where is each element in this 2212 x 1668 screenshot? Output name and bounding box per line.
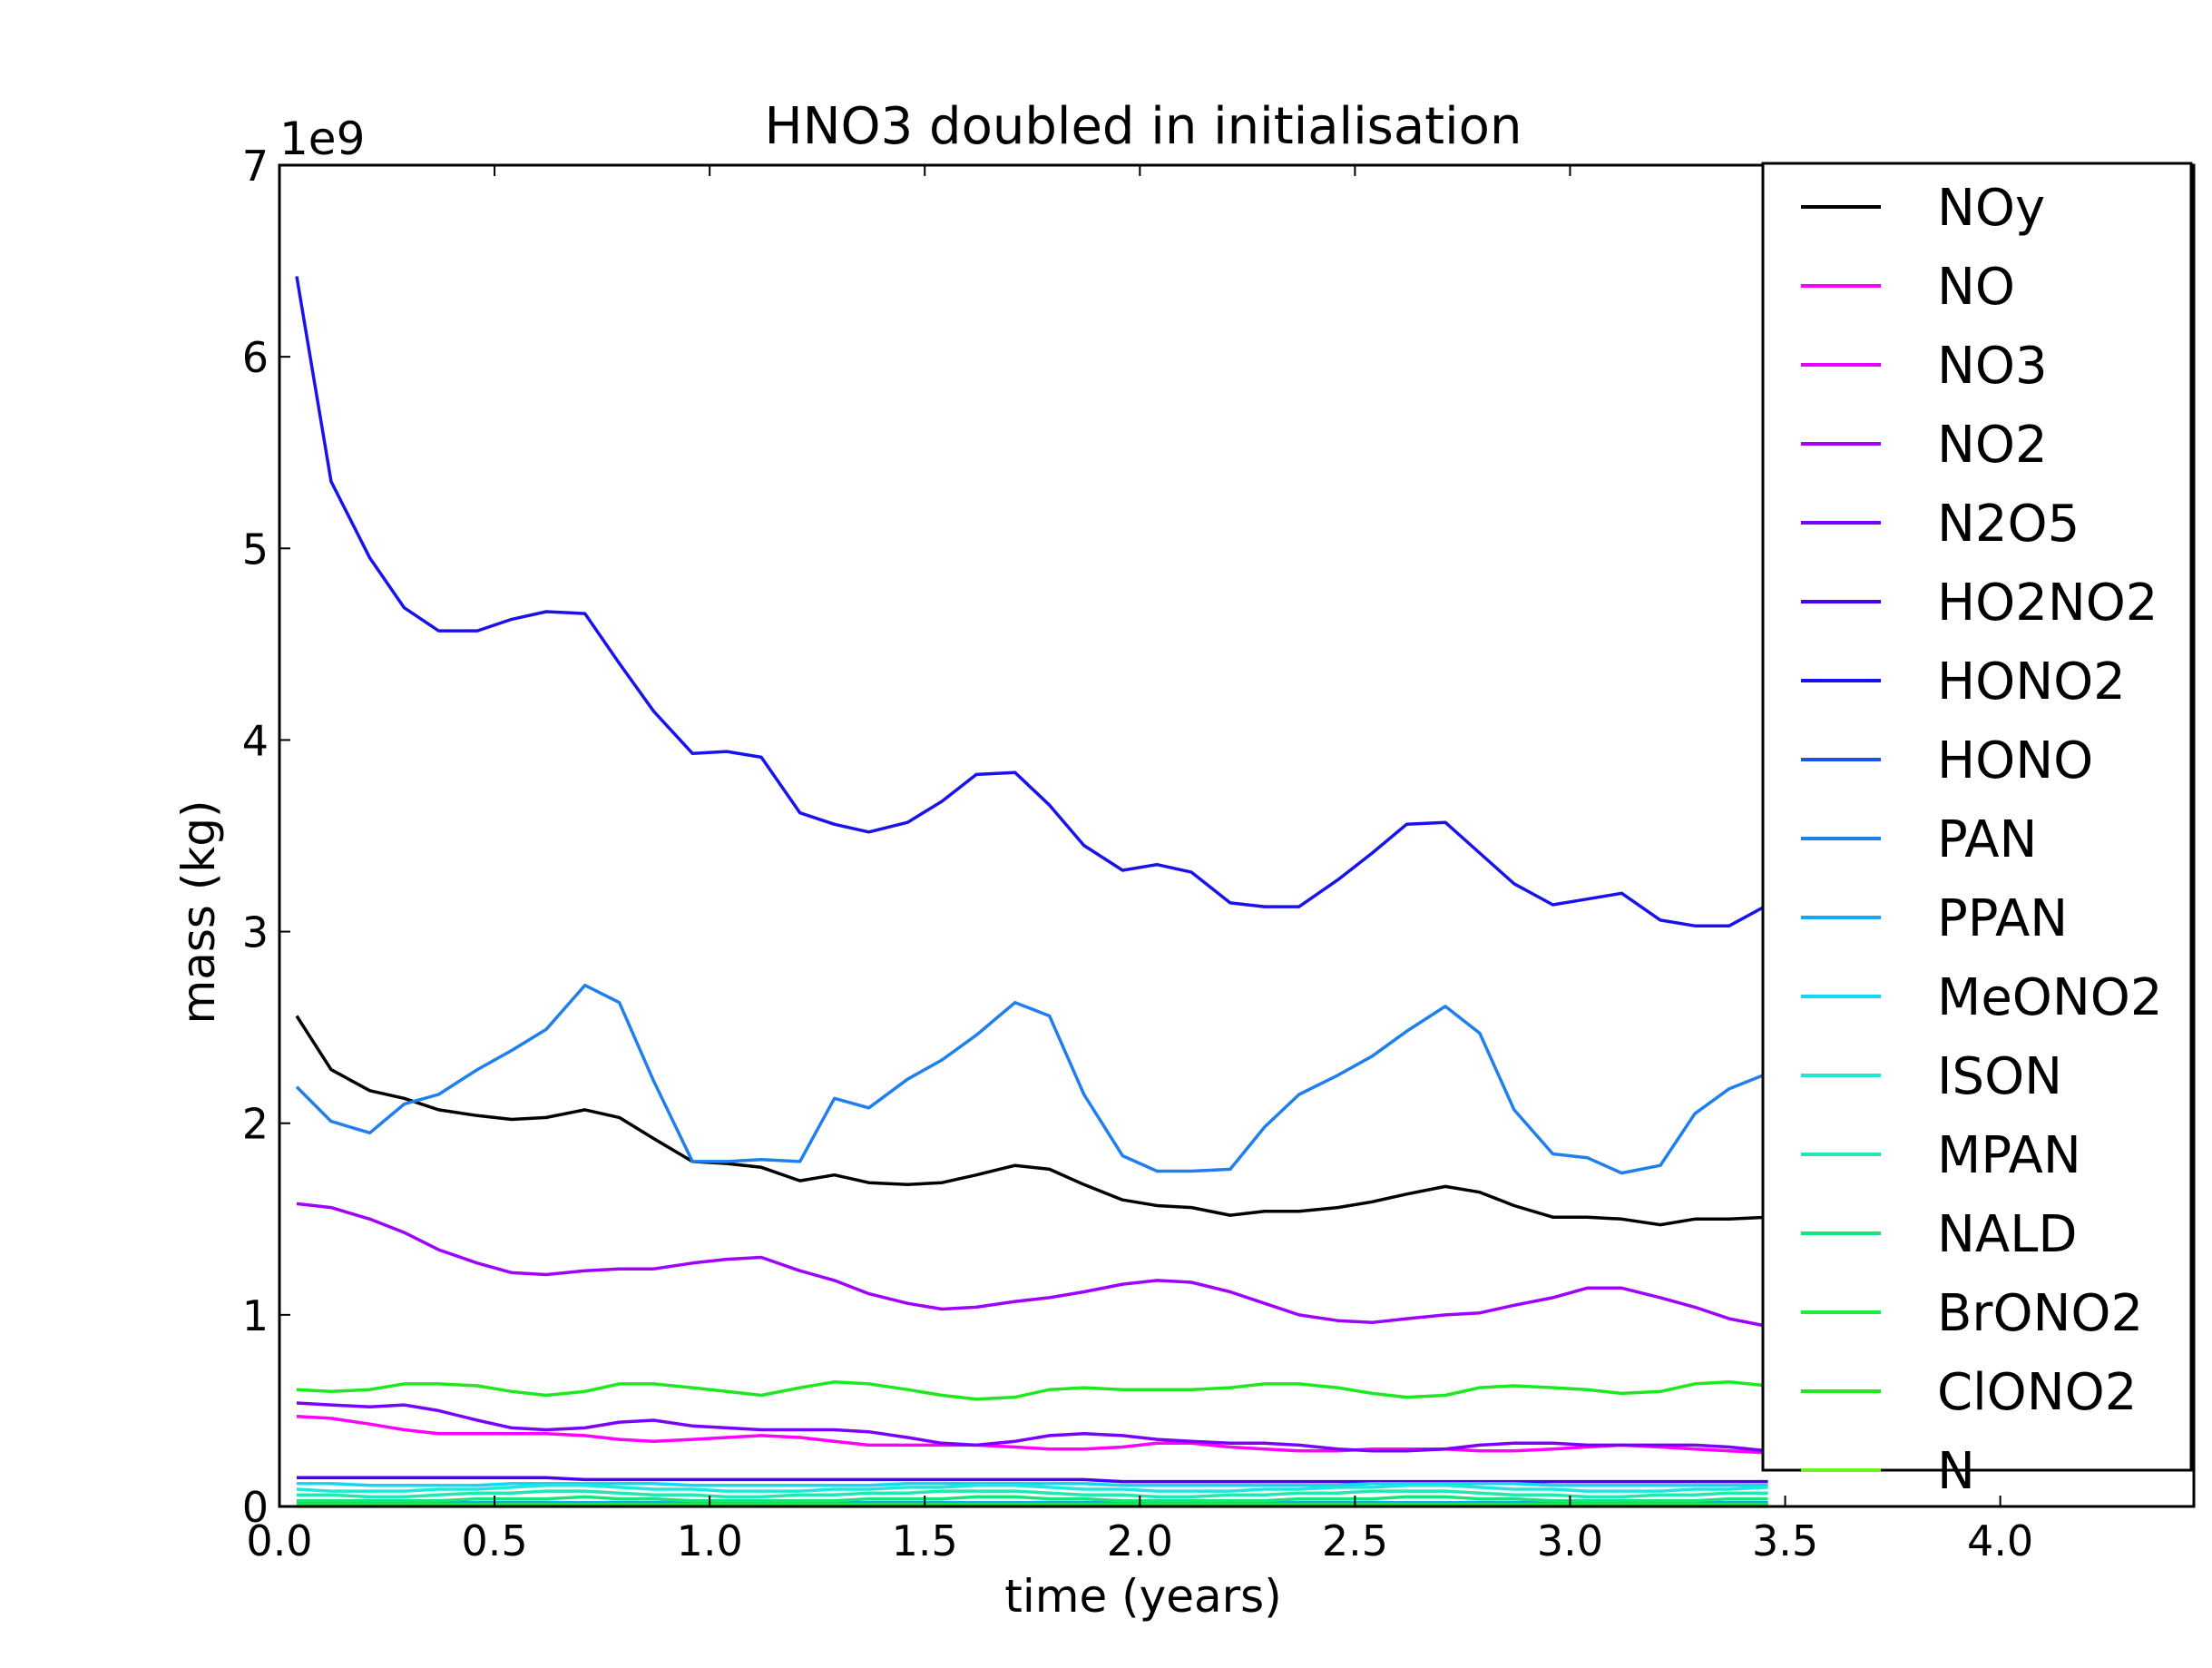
ticks-layer: 0.0 0.5 1.0 1.5 2.0 2.5 3.0 3.5 4.0 0 1 2 3 4 5 6 7 [242,142,2194,1565]
plot-frame [278,163,2196,1508]
legend-label-ppan: PPAN [1937,889,2068,948]
y-tick-label: 3 [242,908,269,957]
x-tick-label: 3.5 [1752,1516,1818,1565]
y-tick-label: 5 [242,525,269,574]
x-tick-label: 2.0 [1107,1516,1173,1565]
legend-label-no: NO [1937,258,2015,317]
series-line-ho2no2 [297,1476,1768,1484]
y-axis-multiplier: 1e9 [279,113,365,165]
series-line-noy [295,1015,1768,1227]
series-line-pan [295,983,1769,1175]
legend-label-no3: NO3 [1937,337,2048,396]
y-tick-label: 2 [242,1100,269,1149]
y-tick-label: 6 [242,333,269,382]
y-tick-label: 0 [242,1483,269,1532]
legend-label-meono2: MeONO2 [1937,968,2162,1027]
y-axis-label: mass (kg) [172,800,225,1024]
x-tick-label: 2.5 [1322,1516,1388,1565]
x-tick-label: 4.0 [1967,1516,2033,1565]
y-tick-label: 4 [242,716,269,765]
legend-label-brono2: BrONO2 [1937,1284,2143,1343]
legend-label-nald: NALD [1937,1205,2078,1264]
series-line-mpan [297,1489,1768,1499]
legend-label-hono2: HONO2 [1937,652,2126,711]
legend-label-mpan: MPAN [1937,1126,2081,1185]
y-tick-label: 7 [242,142,269,191]
legend-label-ison: ISON [1937,1047,2062,1106]
x-tick-label: 0.5 [462,1516,528,1565]
series-line-ison [296,1484,1768,1493]
series-line-clono2 [296,1380,1768,1401]
legend-label-noy: NOy [1937,179,2045,238]
legend-label-n2o5: N2O5 [1937,495,2080,554]
series-line-no2 [296,1202,1768,1329]
series-line-no [296,1415,1768,1455]
legend-label-no2: NO2 [1937,416,2048,475]
legend-label-clono2: ClONO2 [1937,1363,2137,1422]
series-layer [295,276,1769,1508]
legend-label-ho2no2: HO2NO2 [1937,574,2158,633]
series-line-n2o5 [296,1401,1768,1453]
chart-title: HNO3 doubled in initialisation [765,97,1522,156]
legend-label-n: N [1937,1442,1975,1501]
x-tick-label: 0.0 [246,1516,312,1565]
y-tick-label: 1 [242,1291,269,1340]
legend-box [1761,162,2193,1472]
x-tick-label: 3.0 [1537,1516,1603,1565]
legend-label-pan: PAN [1937,810,2037,869]
x-tick-label: 1.0 [677,1516,743,1565]
legend-label-hono: HONO [1937,731,2093,790]
x-axis-label: time (years) [1004,1570,1281,1623]
series-line-meono2 [297,1481,1768,1487]
legend: NOy NO NO3 NO2 N2O5 HO2NO2 HONO2 HONO PAN PPAN MeO… [1761,162,2193,1501]
x-tick-label: 1.5 [892,1516,958,1565]
legend-items: NOy NO NO3 NO2 N2O5 HO2NO2 HONO2 HONO PAN PPAN MeO… [1801,179,2162,1501]
series-line-hono2 [295,276,1769,927]
series-line-nald [297,1495,1768,1503]
